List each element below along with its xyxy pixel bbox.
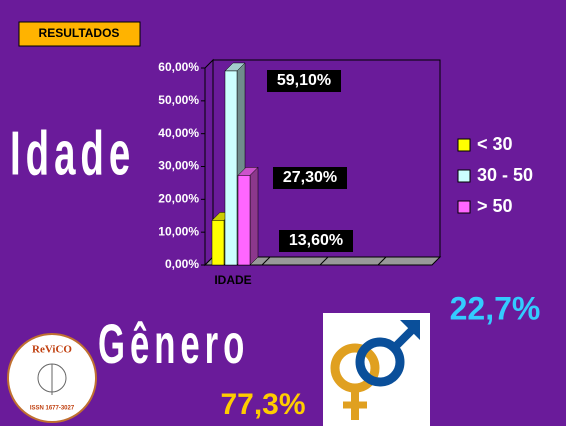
value-label: 59,10% (277, 72, 331, 89)
y-tick-label: 40,00% (158, 126, 199, 140)
logo: ReViCO ISSN 1677-3027 (8, 334, 96, 422)
legend-swatch (458, 170, 470, 182)
legend-swatch (458, 201, 470, 213)
value-label: 27,30% (283, 169, 337, 186)
y-tick-label: 10,00% (158, 224, 199, 238)
heading-age: Idade (10, 118, 135, 188)
x-tick-label: IDADE (214, 273, 251, 287)
female-share: 77,3% (220, 388, 305, 421)
y-tick-label: 30,00% (158, 159, 199, 173)
male-share: 22,7% (450, 290, 541, 326)
bar (238, 175, 250, 265)
legend-label: < 30 (477, 134, 513, 154)
bar-side (250, 167, 258, 265)
y-tick-label: 50,00% (158, 93, 199, 107)
legend-swatch (458, 139, 470, 151)
heading-gender: Gênero (98, 312, 249, 375)
bar (212, 220, 224, 265)
badge: RESULTADOS (39, 26, 120, 40)
legend-label: 30 - 50 (477, 165, 533, 185)
gender-image (323, 313, 430, 426)
logo-issn: ISSN 1677-3027 (30, 406, 75, 412)
y-tick-label: 60,00% (158, 60, 199, 74)
legend-label: > 50 (477, 196, 513, 216)
y-tick-label: 20,00% (158, 192, 199, 206)
logo-name: ReViCO (32, 344, 72, 356)
y-tick-label: 0,00% (165, 257, 199, 271)
value-label: 13,60% (289, 232, 343, 249)
bar (225, 71, 237, 265)
slide: RESULTADOS Idade Gênero 22,7% 77,3% ReVi… (0, 0, 566, 426)
